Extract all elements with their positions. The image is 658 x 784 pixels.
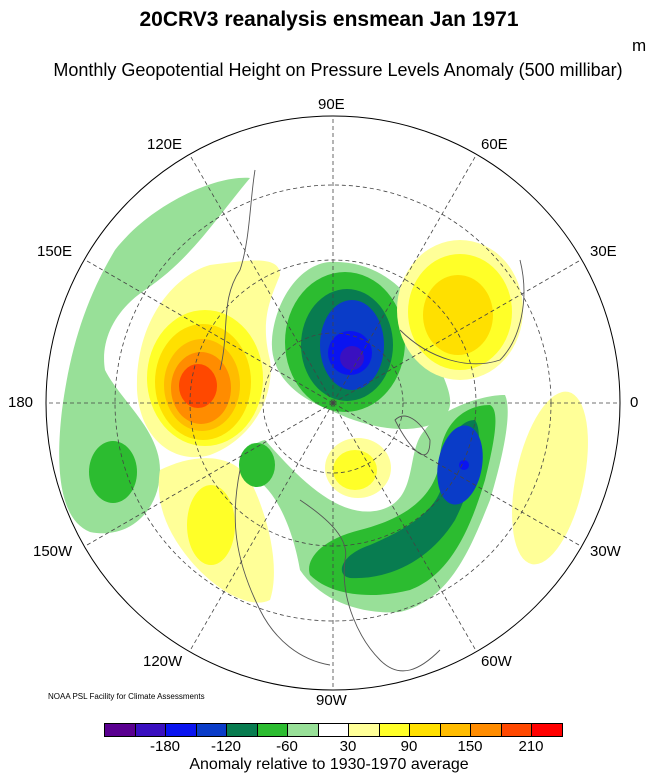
subtitle: Monthly Geopotential Height on Pressure … bbox=[53, 60, 623, 80]
colorbar-swatch bbox=[349, 724, 380, 736]
lon-label-150e: 150E bbox=[37, 243, 73, 260]
colorbar-label: Anomaly relative to 1930-1970 average bbox=[189, 756, 469, 773]
colorbar-swatch bbox=[166, 724, 197, 736]
colorbar-tick-label: 210 bbox=[518, 738, 544, 755]
lon-label-180: 180 bbox=[8, 394, 34, 411]
colorbar-swatch bbox=[379, 724, 410, 736]
colorbar-tick-label: 90 bbox=[400, 738, 418, 755]
colorbar-tick-label: -120 bbox=[210, 738, 242, 755]
longitude-line bbox=[332, 259, 582, 404]
longitude-line bbox=[84, 259, 334, 404]
colorbar-swatch bbox=[196, 724, 227, 736]
coastlines bbox=[219, 169, 525, 672]
anomaly-europe-ridge-core bbox=[423, 275, 493, 355]
longitude-line bbox=[332, 402, 582, 547]
colorbar-swatch bbox=[318, 724, 349, 736]
anomaly-atlantic-ridge bbox=[512, 391, 588, 565]
anomaly-contour bbox=[239, 443, 275, 487]
colorbar-swatch bbox=[471, 724, 502, 736]
colorbar-swatch bbox=[501, 724, 532, 736]
lon-label-0: 0 bbox=[630, 394, 639, 411]
anomaly-contour bbox=[459, 460, 469, 470]
lon-label-90w: 90W bbox=[316, 692, 347, 709]
longitude-lines bbox=[46, 116, 620, 690]
anomaly-polar-trough-core bbox=[340, 346, 364, 370]
credit-text: NOAA PSL Facility for Climate Assessment… bbox=[48, 692, 205, 701]
lon-label-150w: 150W bbox=[33, 543, 73, 560]
colorbar-tick-label: -60 bbox=[276, 738, 298, 755]
colorbar-swatch bbox=[532, 724, 562, 736]
colorbar-swatch bbox=[257, 724, 288, 736]
colorbar bbox=[104, 723, 563, 737]
colorbar-tick-label: 30 bbox=[339, 738, 357, 755]
longitude-line bbox=[84, 402, 334, 547]
colorbar-swatch bbox=[227, 724, 258, 736]
colorbar-tick-label: 150 bbox=[457, 738, 483, 755]
longitude-line bbox=[189, 402, 334, 652]
colorbar-swatch bbox=[410, 724, 441, 736]
colorbar-swatch bbox=[288, 724, 319, 736]
colorbar-tick-label: -180 bbox=[149, 738, 181, 755]
anomaly-contour bbox=[187, 485, 235, 565]
page-title: 20CRV3 reanalysis ensmean Jan 1971 bbox=[139, 8, 519, 31]
lon-label-90e: 90E bbox=[318, 96, 345, 113]
lon-label-60e: 60E bbox=[481, 136, 508, 153]
longitude-line bbox=[332, 402, 477, 652]
longitude-line bbox=[189, 154, 334, 404]
anomaly-alaska-ridge-core bbox=[179, 364, 217, 408]
lon-label-30w: 30W bbox=[590, 543, 621, 560]
colorbar-swatch bbox=[440, 724, 471, 736]
colorbar-swatch bbox=[135, 724, 166, 736]
colorbar-swatch bbox=[105, 724, 136, 736]
anomaly-field bbox=[59, 177, 588, 613]
anomaly-contour bbox=[333, 450, 377, 490]
longitude-line bbox=[332, 154, 477, 404]
map-boundary bbox=[45, 115, 621, 691]
lon-label-120e: 120E bbox=[147, 136, 183, 153]
lon-label-60w: 60W bbox=[481, 653, 512, 670]
lon-label-120w: 120W bbox=[143, 653, 183, 670]
units-label: m bbox=[632, 36, 647, 55]
anomaly-pacific-negative-core bbox=[89, 441, 137, 503]
lon-label-30e: 30E bbox=[590, 243, 617, 260]
